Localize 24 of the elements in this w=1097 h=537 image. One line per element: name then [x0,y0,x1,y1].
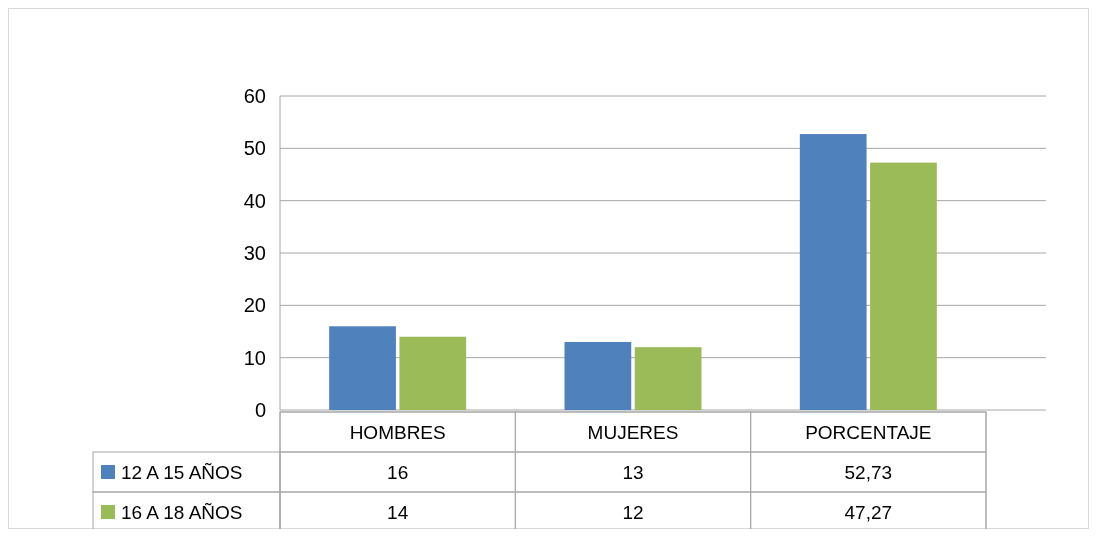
bar [870,162,937,410]
legend-label: 16 A 18 AÑOS [121,501,243,523]
bar [564,341,632,410]
y-tick-label: 50 [243,137,266,160]
y-tick-label: 60 [243,85,266,107]
data-label: 13 [622,461,644,483]
y-tick-label: 0 [254,399,266,421]
bar [799,134,867,410]
y-tick-label: 10 [243,346,266,369]
data-label: 47,27 [844,501,893,523]
x-tick-label: HOMBRES [349,421,446,443]
data-label: 52,73 [844,461,893,483]
bar [399,336,467,410]
data-label: 12 [622,501,644,523]
y-tick-label: 40 [243,189,266,212]
y-tick-label: 30 [243,242,266,264]
bar [329,326,396,410]
bar [634,347,702,410]
y-tick-label: 20 [243,294,266,317]
data-label: 16 [387,461,409,483]
x-tick-label: MUJERES [587,421,679,443]
x-tick-label: PORCENTAJE [805,421,932,443]
legend-label: 12 A 15 AÑOS [121,461,243,483]
data-label: 14 [387,501,409,523]
